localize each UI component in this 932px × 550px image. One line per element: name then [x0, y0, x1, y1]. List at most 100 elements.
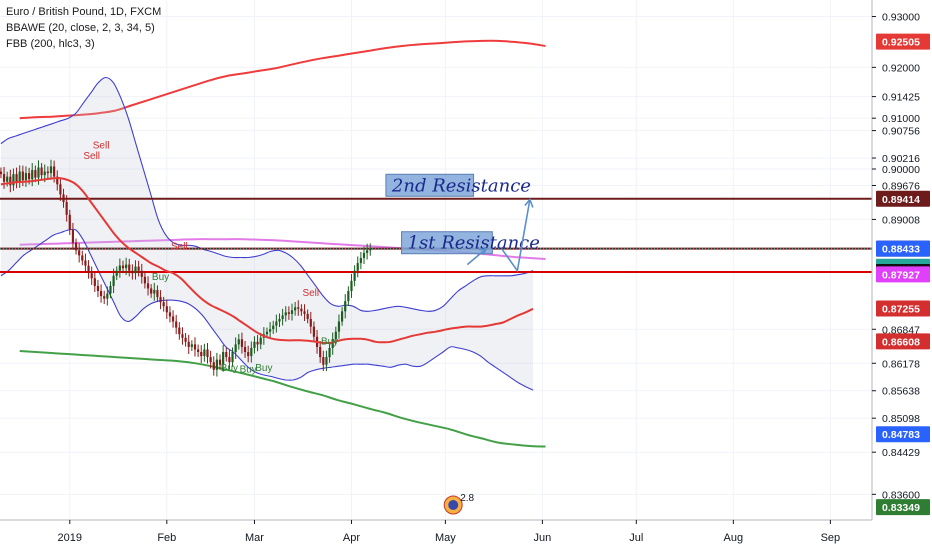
candle	[140, 263, 143, 284]
candles	[0, 159, 372, 377]
y-tick-label: 0.90000	[882, 164, 920, 176]
y-tick-label: 0.90216	[882, 153, 920, 165]
price-tag[interactable]: 0.84783	[876, 426, 930, 443]
candle	[181, 327, 184, 345]
candle	[187, 334, 190, 355]
candle	[353, 265, 356, 287]
symbol-title[interactable]: Euro / British Pound, 1D, FXCM	[6, 6, 162, 18]
y-tick-label: 0.92000	[882, 62, 920, 74]
candle	[269, 322, 272, 339]
candle	[287, 306, 290, 320]
price-tag[interactable]: 0.92505	[876, 33, 930, 50]
grid	[0, 0, 872, 520]
y-tick-label: 0.93000	[882, 12, 920, 24]
time-axis[interactable]: 2019 Feb Mar Apr May Jun Jul Aug Sep	[0, 519, 872, 550]
x-tick-label: Apr	[343, 532, 360, 544]
candle	[93, 272, 96, 293]
indicator-bbawe[interactable]: BBAWE (20, close, 2, 3, 34, 5)	[6, 22, 155, 34]
candle	[12, 168, 15, 191]
indicator-fbb[interactable]: FBB (200, hlc3, 3)	[6, 38, 95, 50]
candle	[118, 258, 121, 278]
candle	[234, 337, 237, 360]
x-tick-label: 2019	[58, 532, 82, 544]
candle	[109, 281, 112, 299]
candle	[112, 268, 115, 294]
candle	[369, 243, 372, 256]
candle	[278, 313, 281, 328]
candle	[350, 273, 353, 298]
candle	[303, 304, 306, 321]
price-tag-label: 0.84783	[882, 429, 920, 441]
resistance-box[interactable]	[401, 231, 493, 255]
candle	[212, 356, 215, 376]
candle	[209, 350, 212, 369]
candle	[228, 349, 231, 370]
x-tick-label: Aug	[724, 532, 744, 544]
candle	[250, 341, 253, 363]
candle	[96, 279, 100, 298]
price-tag-label: 0.83349	[882, 502, 920, 514]
candle	[347, 286, 350, 306]
candle	[0, 167, 3, 179]
candle	[306, 309, 309, 324]
badge-inner	[448, 500, 459, 510]
price-tag[interactable]: 0.87255	[876, 300, 930, 317]
price-tag-label: 0.87927	[882, 269, 920, 281]
candle	[184, 333, 187, 347]
annotations[interactable]: 2nd Resistance 1st Resistance	[385, 173, 540, 273]
candle	[68, 209, 71, 235]
price-tag-label: 0.87255	[882, 304, 920, 316]
price-tag[interactable]: 0.88433	[876, 240, 930, 257]
price-tag[interactable]: 0.89414	[876, 190, 930, 207]
candle	[143, 271, 146, 289]
resistance-box[interactable]	[385, 173, 475, 197]
candle	[18, 165, 21, 188]
time-axis-bg	[0, 520, 872, 550]
signal-buy: Buy	[221, 363, 238, 374]
x-tick-label: Feb	[157, 532, 176, 544]
x-tick-label: May	[435, 532, 456, 544]
candle	[272, 320, 275, 334]
candle	[34, 165, 37, 183]
candle	[247, 345, 250, 363]
candle	[325, 350, 328, 372]
y-tick-label: 0.84429	[882, 447, 920, 459]
candle	[168, 306, 172, 323]
price-tag[interactable]: 0.83349	[876, 499, 930, 516]
candle	[256, 334, 259, 352]
fbb-upper-line	[19, 39, 546, 120]
candle	[366, 243, 369, 260]
price-tag[interactable]: 0.86608	[876, 333, 930, 350]
resistance-label: 2nd Resistance	[391, 175, 531, 196]
candle	[240, 332, 244, 354]
signal-buy: Buy	[240, 364, 257, 375]
candle	[294, 301, 297, 316]
y-tick-label: 0.85098	[882, 413, 920, 425]
candle	[84, 253, 87, 273]
candle	[159, 290, 162, 310]
price-tag-label: 0.89414	[882, 194, 920, 206]
candle	[193, 337, 197, 357]
candle	[99, 284, 103, 303]
bollinger-bands	[0, 76, 534, 391]
candle	[87, 260, 90, 279]
projection-arrow[interactable]	[501, 199, 531, 273]
candle	[46, 166, 49, 179]
candle	[243, 341, 247, 358]
signal-buy: Buy	[255, 363, 272, 374]
y-tick-label: 0.90756	[882, 126, 920, 138]
x-tick-label: Sep	[821, 532, 841, 544]
y-tick-label: 0.91425	[882, 92, 920, 104]
price-tag[interactable]: 0.87927	[876, 266, 930, 283]
x-tick-label: Mar	[245, 532, 264, 544]
candle	[128, 258, 131, 277]
small-arrow-head	[478, 247, 488, 256]
candle	[362, 246, 366, 265]
candle	[275, 314, 278, 333]
logo-badge[interactable]: 2.8	[443, 493, 475, 515]
candle	[356, 256, 359, 278]
candle	[281, 308, 284, 326]
candle	[203, 343, 206, 362]
